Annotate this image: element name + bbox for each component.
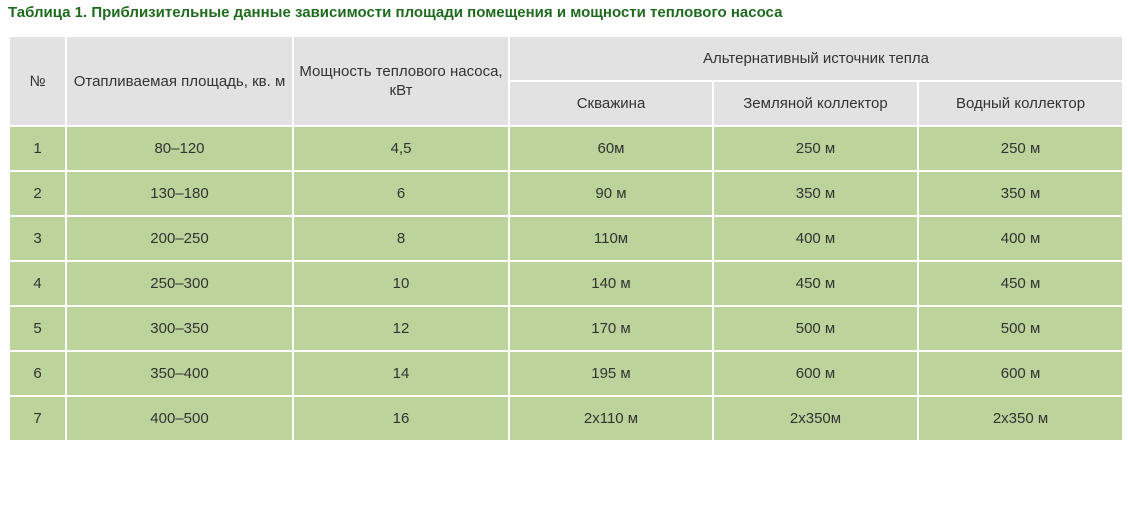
cell-water: 450 м [916,260,1125,307]
table-row: 6 350–400 14 195 м 600 м 600 м [8,350,1125,397]
cell-num: 5 [8,305,67,352]
cell-area: 300–350 [65,305,294,352]
cell-power: 12 [292,305,510,352]
cell-area: 400–500 [65,395,294,442]
cell-ground: 2х350м [712,395,919,442]
cell-num: 1 [8,125,67,172]
cell-num: 3 [8,215,67,262]
cell-ground: 450 м [712,260,919,307]
cell-num: 6 [8,350,67,397]
header-row-bottom: Скважина Земляной коллектор Водный колле… [9,80,1125,127]
cell-power: 4,5 [292,125,510,172]
cell-power: 10 [292,260,510,307]
header-ground-collector: Земляной коллектор [712,80,919,127]
cell-power: 8 [292,215,510,262]
cell-ground: 250 м [712,125,919,172]
table-row: 4 250–300 10 140 м 450 м 450 м [8,260,1125,307]
cell-ground: 400 м [712,215,919,262]
header-power: Мощность теплового насоса, кВт [292,35,510,127]
cell-power: 16 [292,395,510,442]
cell-water: 600 м [916,350,1125,397]
cell-water: 350 м [916,170,1125,217]
table-row: 5 300–350 12 170 м 500 м 500 м [8,305,1125,352]
header-alt-source: Альтернативный источник тепла [507,35,1125,82]
table-row: 7 400–500 16 2х110 м 2х350м 2х350 м [8,395,1125,442]
header-num: № [8,35,67,127]
cell-num: 7 [8,395,67,442]
cell-water: 2х350 м [916,395,1125,442]
heat-pump-table: № Отапливаемая площадь, кв. м Мощность т… [8,35,1125,442]
cell-area: 350–400 [65,350,294,397]
cell-area: 250–300 [65,260,294,307]
cell-water: 250 м [916,125,1125,172]
cell-area: 130–180 [65,170,294,217]
cell-water: 400 м [916,215,1125,262]
header-water-collector: Водный коллектор [916,80,1125,127]
table-caption: Таблица 1. Приблизительные данные зависи… [8,4,783,21]
table-row: 3 200–250 8 110м 400 м 400 м [8,215,1125,262]
cell-water: 500 м [916,305,1125,352]
cell-well: 90 м [508,170,714,217]
cell-power: 14 [292,350,510,397]
cell-well: 2х110 м [508,395,714,442]
cell-well: 110м [508,215,714,262]
header-row-top: № Отапливаемая площадь, кв. м Мощность т… [8,35,1125,127]
table-row: 2 130–180 6 90 м 350 м 350 м [8,170,1125,217]
cell-well: 60м [508,125,714,172]
cell-num: 2 [8,170,67,217]
cell-well: 140 м [508,260,714,307]
cell-num: 4 [8,260,67,307]
cell-well: 170 м [508,305,714,352]
cell-area: 200–250 [65,215,294,262]
cell-ground: 500 м [712,305,919,352]
header-well: Скважина [508,80,714,127]
cell-area: 80–120 [65,125,294,172]
cell-ground: 600 м [712,350,919,397]
table-row: 1 80–120 4,5 60м 250 м 250 м [8,125,1125,172]
cell-well: 195 м [508,350,714,397]
table-body: 1 80–120 4,5 60м 250 м 250 м 2 130–180 6… [8,125,1125,442]
cell-power: 6 [292,170,510,217]
table-header: № Отапливаемая площадь, кв. м Мощность т… [8,35,1125,127]
cell-ground: 350 м [712,170,919,217]
header-area: Отапливаемая площадь, кв. м [65,35,294,127]
